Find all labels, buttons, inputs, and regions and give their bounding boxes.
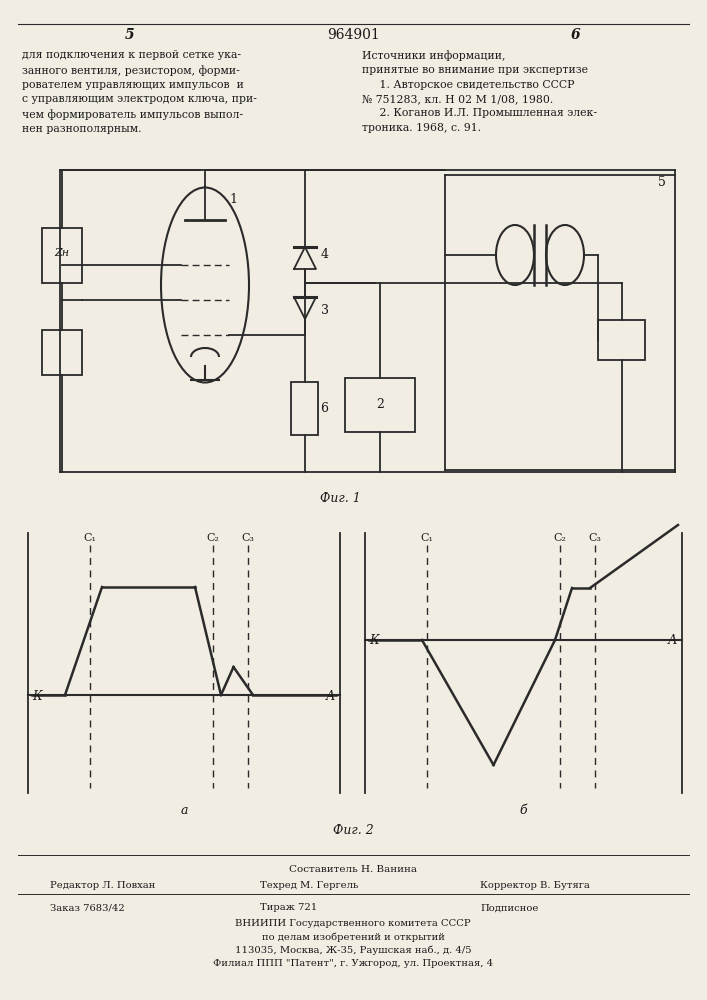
Text: C₂: C₂ — [206, 533, 219, 543]
Bar — [598, 320, 645, 360]
Text: 6: 6 — [570, 28, 580, 42]
Text: Тираж 721: Тираж 721 — [260, 904, 317, 912]
Text: C₃: C₃ — [588, 533, 602, 543]
Text: а: а — [180, 804, 188, 818]
Text: Фиг. 2: Фиг. 2 — [332, 824, 373, 838]
Text: 1: 1 — [229, 193, 237, 206]
Text: Техред М. Гергель: Техред М. Гергель — [260, 882, 358, 890]
Text: К: К — [33, 690, 42, 702]
Text: для подключения к первой сетке ука-
занного вентиля, резистором, форми-
рователе: для подключения к первой сетке ука- занн… — [22, 50, 257, 134]
Text: 113035, Москва, Ж-35, Раушская наб., д. 4/5: 113035, Москва, Ж-35, Раушская наб., д. … — [235, 945, 472, 955]
Text: Корректор В. Бутяга: Корректор В. Бутяга — [480, 882, 590, 890]
Text: 5: 5 — [125, 28, 135, 42]
Text: 3: 3 — [321, 304, 329, 318]
Text: 2: 2 — [376, 398, 384, 412]
Text: 6: 6 — [320, 402, 329, 415]
Bar — [345, 378, 415, 432]
Text: А: А — [667, 635, 677, 648]
Bar — [42, 228, 82, 283]
Text: C₂: C₂ — [554, 533, 566, 543]
Text: К: К — [369, 635, 379, 648]
Text: по делам изобретений и открытий: по делам изобретений и открытий — [262, 932, 445, 942]
Ellipse shape — [496, 225, 534, 285]
Text: Источники информации,
принятые во внимание при экспертизе
     1. Авторское свид: Источники информации, принятые во вниман… — [362, 50, 597, 133]
Ellipse shape — [546, 225, 584, 285]
Text: C₃: C₃ — [242, 533, 255, 543]
Bar — [291, 382, 318, 435]
Bar — [42, 330, 82, 375]
Text: 5: 5 — [658, 176, 666, 190]
Text: Редактор Л. Повхан: Редактор Л. Повхан — [50, 882, 156, 890]
Text: Фиг. 1: Фиг. 1 — [320, 491, 361, 504]
Text: 964901: 964901 — [327, 28, 380, 42]
Text: ВНИИПИ Государственного комитета СССР: ВНИИПИ Государственного комитета СССР — [235, 918, 471, 928]
Text: Составитель Н. Ванина: Составитель Н. Ванина — [289, 865, 417, 874]
Ellipse shape — [161, 188, 249, 382]
Text: Zн: Zн — [54, 247, 69, 257]
Text: Подписное: Подписное — [480, 904, 538, 912]
Text: 4: 4 — [321, 248, 329, 261]
Text: б: б — [520, 804, 527, 818]
Text: C₁: C₁ — [421, 533, 433, 543]
Text: C₁: C₁ — [83, 533, 96, 543]
Text: Заказ 7683/42: Заказ 7683/42 — [50, 904, 124, 912]
Text: Филиал ППП "Патент", г. Ужгород, ул. Проектная, 4: Филиал ППП "Патент", г. Ужгород, ул. Про… — [213, 958, 493, 968]
Text: А: А — [325, 690, 334, 702]
